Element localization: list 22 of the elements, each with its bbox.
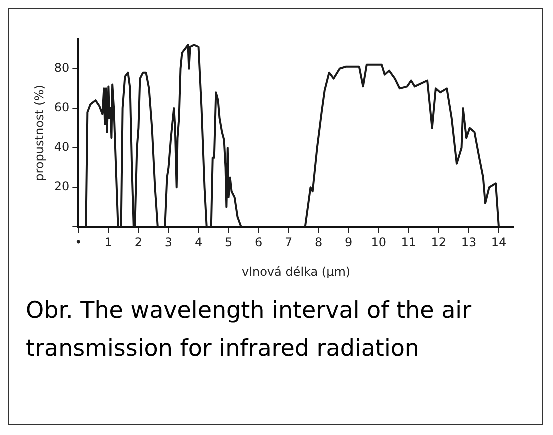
x-tick-label: • [75,236,82,250]
y-axis-title: propustnost (%) [32,85,46,182]
x-tick-label: 6 [254,236,263,250]
y-tick-label: 40 [54,140,70,154]
x-tick-label: 12 [431,236,447,250]
x-tick-label: 8 [315,236,323,250]
x-tick-label: 14 [491,236,507,250]
x-tick-label: 3 [164,236,173,250]
x-tick-label: 2 [134,236,143,250]
x-axis-title: vlnová délka (μm) [242,264,351,279]
y-tick-label: 60 [54,100,70,115]
x-tick-label: 5 [224,236,233,250]
x-tick-label: 13 [461,236,477,250]
y-tick-label: 20 [54,180,70,194]
y-tick-label: 80 [54,61,70,76]
x-tick-label: 7 [285,236,293,250]
text: Obr. The wavelength interval of the air transmission for infrared radiation [26,297,473,364]
x-tick-label: 1 [104,236,113,250]
x-tick-label: 9 [345,236,353,250]
x-tick-label: 11 [401,236,417,250]
x-tick-label: 10 [371,236,387,250]
x-tick-label: 4 [194,236,203,250]
